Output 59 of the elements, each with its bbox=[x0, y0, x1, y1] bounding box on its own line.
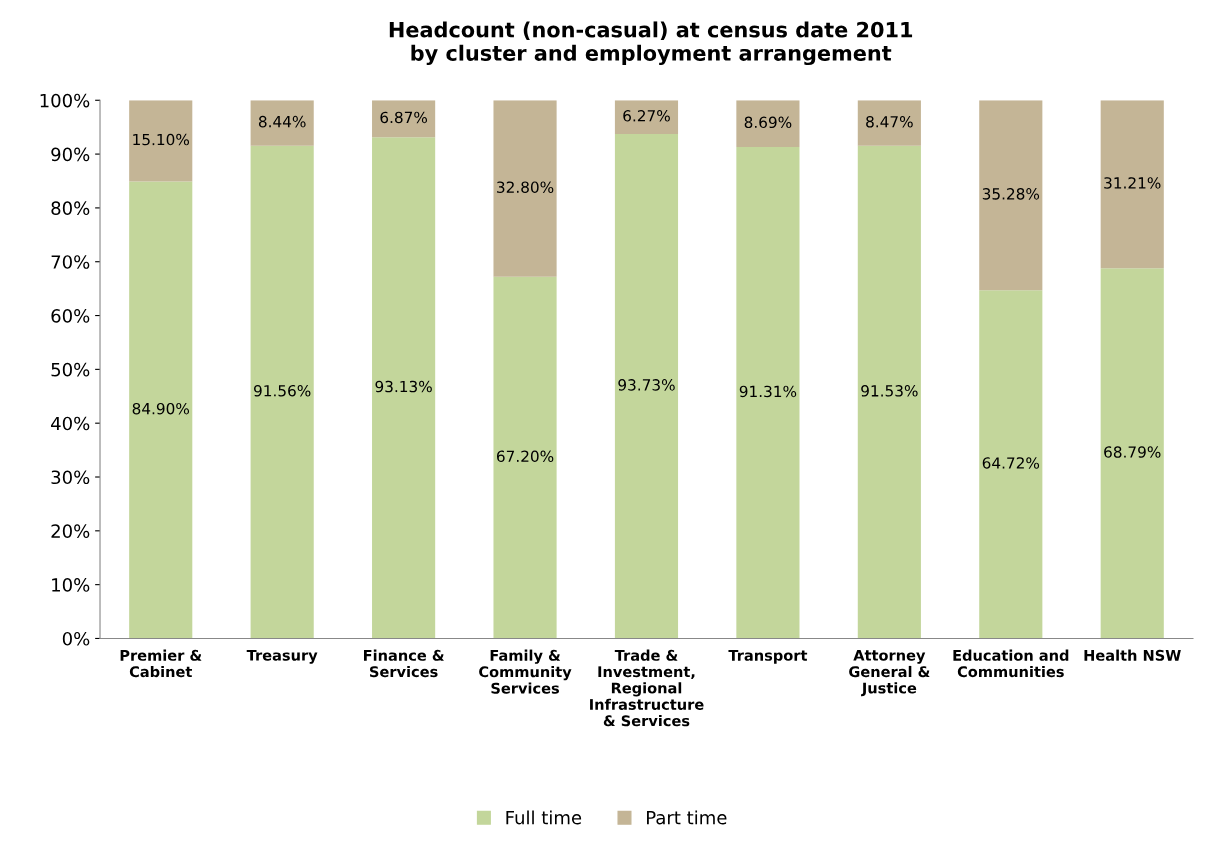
bar bbox=[1100, 100, 1164, 269]
x-tick-label: Health NSW bbox=[1084, 649, 1181, 661]
x-tick-label: Premier & Cabinet bbox=[120, 649, 202, 678]
bar bbox=[1100, 268, 1164, 639]
data-label: 91.56% bbox=[254, 384, 311, 397]
bar bbox=[979, 290, 1043, 639]
legend-label: Part time bbox=[647, 810, 727, 825]
x-tick-label: Family & Community Services bbox=[479, 649, 572, 694]
x-tick-label: Finance & Services bbox=[364, 649, 444, 678]
x-tick-label: Treasury bbox=[246, 649, 318, 664]
x-tick-label: Education and Communities bbox=[953, 649, 1069, 678]
bar bbox=[250, 145, 314, 639]
data-label: 35.28% bbox=[982, 188, 1040, 200]
legend-label: Full time bbox=[506, 810, 582, 825]
chart-title: Headcount (non-casual) at census date 2011 by cluster and employment arrangement bbox=[389, 21, 913, 66]
data-label: 68.79% bbox=[1104, 446, 1161, 458]
data-label: 93.73% bbox=[618, 379, 675, 391]
y-tick-label: 70% bbox=[51, 255, 90, 269]
y-tick-label: 0% bbox=[62, 631, 90, 646]
x-tick-label: Transport bbox=[728, 650, 808, 664]
bar bbox=[129, 181, 193, 639]
data-label: 31.21% bbox=[1104, 177, 1161, 189]
x-tick-label: Attorney General & Justice bbox=[849, 649, 930, 697]
data-label: 93.13% bbox=[375, 380, 432, 393]
y-tick-label: 100% bbox=[40, 93, 90, 108]
bar bbox=[857, 100, 921, 146]
data-label: 6.87% bbox=[380, 111, 428, 124]
data-label: 64.72% bbox=[982, 457, 1040, 469]
y-tick-label: 60% bbox=[51, 309, 90, 323]
data-label: 6.27% bbox=[623, 110, 670, 122]
bar bbox=[614, 134, 679, 639]
y-tick-label: 20% bbox=[51, 524, 90, 538]
bar bbox=[250, 100, 314, 146]
bar bbox=[614, 100, 679, 135]
data-label: 91.31% bbox=[739, 385, 797, 398]
y-tick-label: 90% bbox=[51, 147, 90, 162]
x-tick-label: Trade & Investment, Regional Infrastructure & Services bbox=[590, 649, 704, 727]
data-label: 15.10% bbox=[133, 133, 190, 146]
bar bbox=[372, 100, 436, 138]
bar bbox=[129, 100, 193, 182]
y-tick-label: 30% bbox=[51, 470, 90, 485]
bar bbox=[493, 276, 557, 639]
y-tick-label: 50% bbox=[51, 362, 90, 377]
y-tick-label: 80% bbox=[51, 201, 90, 216]
bar bbox=[736, 100, 800, 148]
data-label: 8.69% bbox=[744, 116, 792, 129]
bar bbox=[857, 145, 921, 639]
bar bbox=[493, 100, 557, 277]
data-label: 67.20% bbox=[496, 450, 554, 463]
data-label: 32.80% bbox=[497, 181, 554, 193]
data-label: 8.44% bbox=[258, 115, 306, 128]
y-tick-label: 10% bbox=[52, 578, 90, 592]
data-label: 91.53% bbox=[861, 385, 918, 397]
bar bbox=[736, 147, 800, 639]
data-label: 8.47% bbox=[866, 115, 913, 128]
data-label: 84.90% bbox=[132, 402, 190, 415]
y-tick-label: 40% bbox=[51, 416, 90, 431]
bar bbox=[979, 100, 1043, 291]
bar bbox=[372, 137, 436, 639]
